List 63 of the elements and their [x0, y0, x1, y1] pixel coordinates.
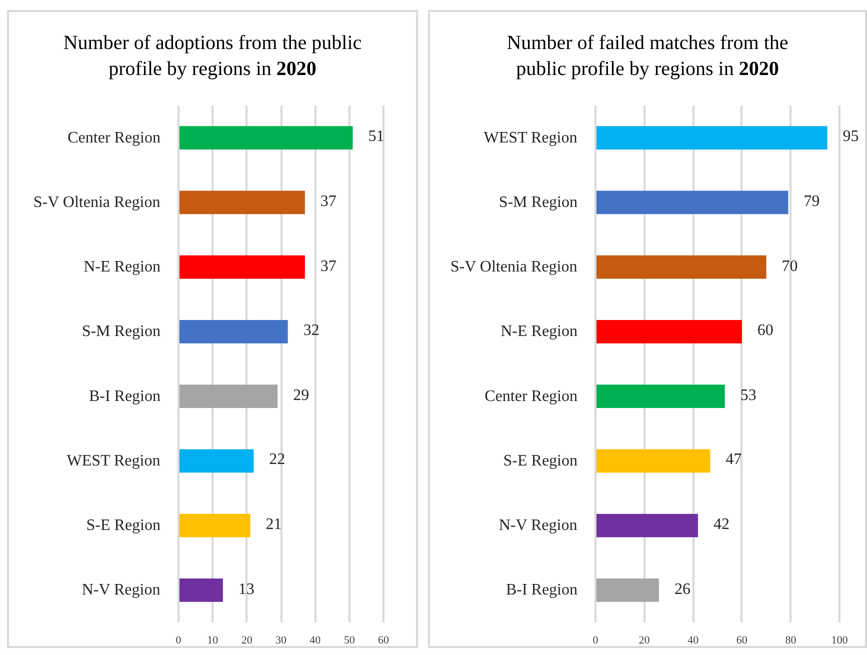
data-label: 13: [238, 580, 254, 599]
x-tick-label: 60: [736, 634, 748, 646]
data-label: 29: [293, 386, 310, 405]
chart-title: Number of failed matches from the public profile by regions in 2020: [506, 31, 790, 82]
data-label: 60: [757, 322, 774, 340]
data-label: 79: [804, 192, 820, 211]
y-tick-label: WEST Region: [484, 129, 578, 146]
y-tick-label: N-E Region: [84, 258, 160, 276]
x-tick-label: 40: [688, 634, 700, 646]
data-label: 95: [842, 128, 859, 146]
x-tick-label: 20: [638, 634, 650, 646]
x-tick-label: 0: [176, 634, 182, 646]
bar: [178, 320, 288, 344]
y-tick-label: B-I Region: [88, 388, 160, 405]
y-tick-label: N-V Region: [498, 517, 578, 534]
data-label: 70: [782, 258, 798, 276]
bar: [596, 449, 710, 473]
data-label: 37: [320, 258, 336, 276]
y-tick-label: Center Region: [68, 129, 161, 146]
data-label: 53: [740, 386, 756, 405]
data-label: 21: [266, 516, 282, 534]
y-tick-label: N-V Region: [82, 582, 160, 599]
bar: [178, 384, 278, 408]
x-tick-label: 50: [344, 634, 356, 646]
bar: [596, 126, 828, 150]
x-tick-label: 10: [207, 634, 219, 646]
y-tick-label: S-E Region: [86, 517, 160, 534]
y-tick-label: N-E Region: [500, 323, 578, 340]
x-tick-label: 20: [241, 634, 253, 646]
x-tick-label: 100: [831, 634, 848, 646]
data-label: 47: [726, 451, 742, 470]
x-tick-label: 30: [276, 634, 287, 646]
bar: [596, 514, 698, 538]
data-label: 26: [674, 580, 690, 599]
y-tick-label: WEST Region: [66, 452, 160, 470]
bar: [596, 384, 725, 408]
bar: [178, 126, 353, 150]
data-label: 32: [303, 322, 320, 340]
chart-title: Number of adoptions from the public profile by regions in 2020: [62, 31, 363, 82]
bar: [178, 514, 250, 538]
x-tick-label: 0: [592, 634, 599, 646]
bar: [596, 190, 788, 214]
bar: [178, 255, 305, 279]
data-label: 37: [320, 192, 336, 211]
x-tick-label: 80: [785, 634, 797, 646]
data-label: 42: [713, 516, 730, 534]
y-tick-label: Center Region: [484, 388, 578, 405]
bar: [596, 320, 742, 344]
data-label: 51: [368, 128, 384, 146]
bar: [596, 255, 766, 279]
y-tick-label: S-V Oltenia Region: [450, 258, 578, 276]
x-tick-label: 60: [378, 634, 390, 646]
bar: [178, 578, 223, 602]
y-tick-label: S-M Region: [82, 323, 160, 340]
data-label: 22: [269, 451, 286, 470]
y-tick-label: S-E Region: [503, 452, 578, 470]
y-tick-label: S-M Region: [498, 194, 578, 211]
x-tick-label: 40: [310, 634, 322, 646]
y-tick-label: B-I Region: [506, 582, 578, 599]
y-tick-label: S-V Oltenia Region: [33, 194, 160, 211]
bar: [178, 449, 254, 473]
bar: [178, 190, 305, 214]
bar: [596, 578, 659, 602]
